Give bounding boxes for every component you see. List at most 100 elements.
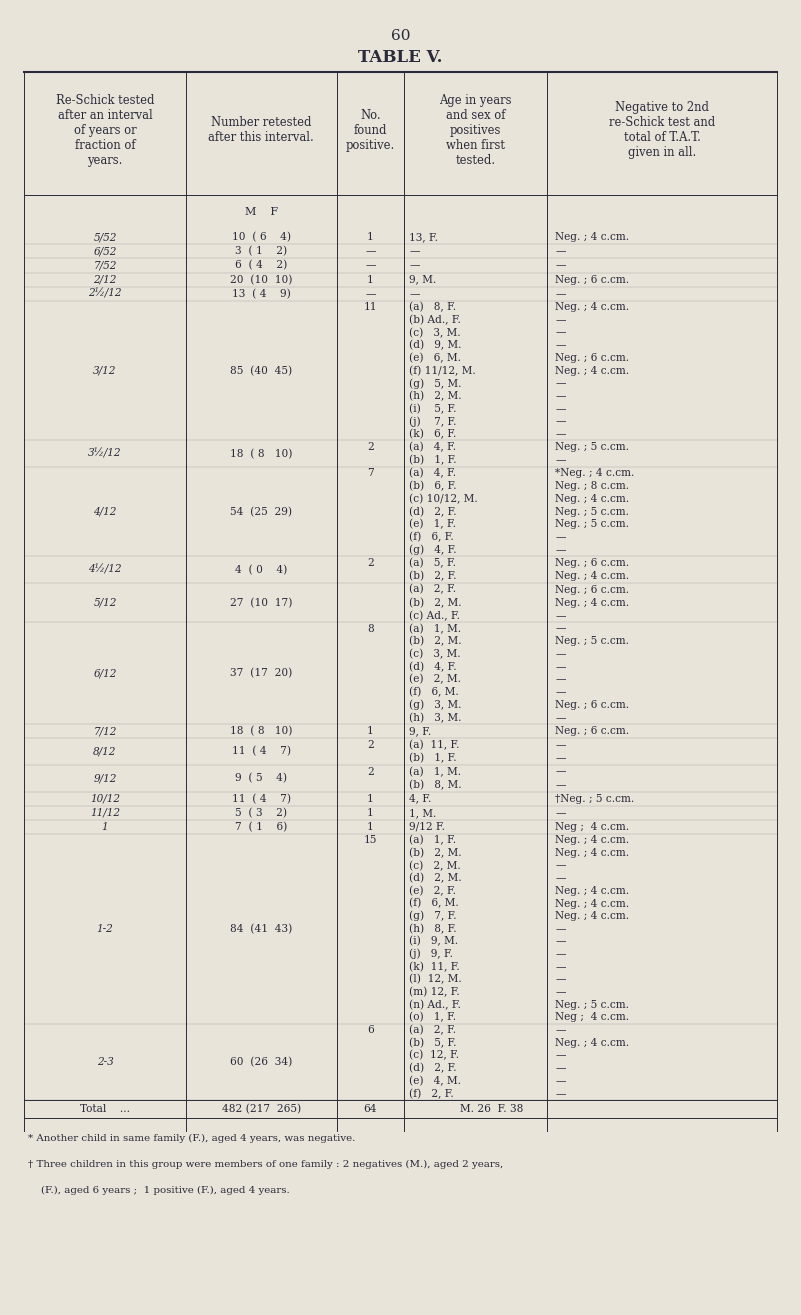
Text: —: — xyxy=(555,661,566,672)
Text: 7/12: 7/12 xyxy=(93,726,117,736)
Text: (j)   9, F.: (j) 9, F. xyxy=(409,949,453,960)
Text: 3/12: 3/12 xyxy=(93,366,117,376)
Text: 2: 2 xyxy=(367,740,374,750)
Text: —: — xyxy=(555,417,566,426)
Text: 11  ( 4    7): 11 ( 4 7) xyxy=(231,793,291,803)
Text: 84  (41  43): 84 (41 43) xyxy=(230,923,292,934)
Text: —: — xyxy=(555,379,566,388)
Text: —: — xyxy=(555,949,566,959)
Text: M    F: M F xyxy=(244,206,278,217)
Text: M. 26  F. 38: M. 26 F. 38 xyxy=(460,1105,524,1114)
Text: 3½/12: 3½/12 xyxy=(88,448,122,459)
Text: Neg ;  4 c.cm.: Neg ; 4 c.cm. xyxy=(555,822,630,832)
Text: Neg. ; 5 c.cm.: Neg. ; 5 c.cm. xyxy=(555,636,630,646)
Text: 9, M.: 9, M. xyxy=(409,275,437,285)
Text: (k)   6, F.: (k) 6, F. xyxy=(409,429,457,439)
Text: (b)   6, F.: (b) 6, F. xyxy=(409,481,457,492)
Text: 2: 2 xyxy=(367,558,374,568)
Text: 7: 7 xyxy=(367,468,374,479)
Text: Neg. ; 6 c.cm.: Neg. ; 6 c.cm. xyxy=(555,585,630,594)
Text: 2: 2 xyxy=(367,442,374,452)
Text: * Another child in same family (F.), aged 4 years, was negative.: * Another child in same family (F.), age… xyxy=(28,1134,356,1143)
Text: (c) 10/12, M.: (c) 10/12, M. xyxy=(409,493,478,504)
Text: (f) 11/12, M.: (f) 11/12, M. xyxy=(409,366,476,376)
Text: —: — xyxy=(555,688,566,697)
Text: Neg. ; 5 c.cm.: Neg. ; 5 c.cm. xyxy=(555,442,630,452)
Text: 18  ( 8   10): 18 ( 8 10) xyxy=(230,448,292,459)
Text: 13  ( 4    9): 13 ( 4 9) xyxy=(231,289,291,299)
Text: —: — xyxy=(555,327,566,338)
Text: 64: 64 xyxy=(364,1105,377,1114)
Text: (g)   4, F.: (g) 4, F. xyxy=(409,544,457,555)
Text: —: — xyxy=(409,246,420,256)
Text: 1: 1 xyxy=(367,233,374,242)
Text: (a)   2, F.: (a) 2, F. xyxy=(409,584,457,594)
Text: 7/52: 7/52 xyxy=(93,260,117,271)
Text: 18  ( 8   10): 18 ( 8 10) xyxy=(230,726,292,736)
Text: 5  ( 3    2): 5 ( 3 2) xyxy=(235,807,288,818)
Text: 1: 1 xyxy=(102,822,108,832)
Text: —: — xyxy=(555,391,566,401)
Text: —: — xyxy=(555,341,566,350)
Text: Number retested
after this interval.: Number retested after this interval. xyxy=(208,116,314,145)
Text: Neg. ; 6 c.cm.: Neg. ; 6 c.cm. xyxy=(555,700,630,710)
Text: (h)   3, M.: (h) 3, M. xyxy=(409,713,461,723)
Text: 2-3: 2-3 xyxy=(97,1057,114,1066)
Text: —: — xyxy=(409,260,420,271)
Text: Neg. ; 5 c.cm.: Neg. ; 5 c.cm. xyxy=(555,506,630,517)
Text: (e)   4, M.: (e) 4, M. xyxy=(409,1076,461,1086)
Text: 1-2: 1-2 xyxy=(97,924,114,934)
Text: 13, F.: 13, F. xyxy=(409,233,438,242)
Text: (a)  11, F.: (a) 11, F. xyxy=(409,740,460,750)
Text: (i)    5, F.: (i) 5, F. xyxy=(409,404,457,414)
Text: —: — xyxy=(555,1064,566,1073)
Text: Neg ;  4 c.cm.: Neg ; 4 c.cm. xyxy=(555,1013,630,1022)
Text: 1: 1 xyxy=(367,726,374,736)
Text: (b)   5, F.: (b) 5, F. xyxy=(409,1038,457,1048)
Text: Neg. ; 4 c.cm.: Neg. ; 4 c.cm. xyxy=(555,835,630,846)
Text: (e)   2, F.: (e) 2, F. xyxy=(409,886,456,896)
Text: Re-Schick tested
after an interval
of years or
fraction of
years.: Re-Schick tested after an interval of ye… xyxy=(56,93,155,167)
Text: 27  (10  17): 27 (10 17) xyxy=(230,597,292,608)
Text: —: — xyxy=(365,260,376,271)
Text: (g)   7, F.: (g) 7, F. xyxy=(409,911,457,922)
Text: 9/12 F.: 9/12 F. xyxy=(409,822,445,832)
Text: Neg. ; 4 c.cm.: Neg. ; 4 c.cm. xyxy=(555,366,630,376)
Text: —: — xyxy=(555,780,566,790)
Text: (g)   3, M.: (g) 3, M. xyxy=(409,700,461,710)
Text: 9, F.: 9, F. xyxy=(409,726,431,736)
Text: *Neg. ; 4 c.cm.: *Neg. ; 4 c.cm. xyxy=(555,468,634,479)
Text: (f)   6, M.: (f) 6, M. xyxy=(409,898,459,909)
Text: —: — xyxy=(555,289,566,299)
Text: —: — xyxy=(555,544,566,555)
Text: †Neg. ; 5 c.cm.: †Neg. ; 5 c.cm. xyxy=(555,794,634,803)
Text: (h)   8, F.: (h) 8, F. xyxy=(409,923,457,934)
Text: Neg. ; 4 c.cm.: Neg. ; 4 c.cm. xyxy=(555,302,630,312)
Text: (f)   6, F.: (f) 6, F. xyxy=(409,533,454,542)
Text: 20  (10  10): 20 (10 10) xyxy=(230,275,292,285)
Text: 37  (17  20): 37 (17 20) xyxy=(230,668,292,679)
Text: (l)  12, M.: (l) 12, M. xyxy=(409,974,462,985)
Text: (b)   8, M.: (b) 8, M. xyxy=(409,780,461,790)
Text: (F.), aged 6 years ;  1 positive (F.), aged 4 years.: (F.), aged 6 years ; 1 positive (F.), ag… xyxy=(28,1186,290,1195)
Text: Neg. ; 6 c.cm.: Neg. ; 6 c.cm. xyxy=(555,726,630,736)
Text: —: — xyxy=(555,316,566,325)
Text: Neg. ; 4 c.cm.: Neg. ; 4 c.cm. xyxy=(555,848,630,857)
Text: (a)   1, M.: (a) 1, M. xyxy=(409,767,461,777)
Text: —: — xyxy=(555,988,566,997)
Text: —: — xyxy=(555,675,566,685)
Text: —: — xyxy=(555,1051,566,1060)
Text: 3  ( 1    2): 3 ( 1 2) xyxy=(235,246,288,256)
Text: 11  ( 4    7): 11 ( 4 7) xyxy=(231,747,291,756)
Text: 6  ( 4    2): 6 ( 4 2) xyxy=(235,260,288,271)
Text: —: — xyxy=(365,246,376,256)
Text: (g)   5, M.: (g) 5, M. xyxy=(409,377,461,389)
Text: (d)   2, F.: (d) 2, F. xyxy=(409,506,457,517)
Text: 5/12: 5/12 xyxy=(93,597,117,608)
Text: (d)   4, F.: (d) 4, F. xyxy=(409,661,457,672)
Text: Neg. ; 5 c.cm.: Neg. ; 5 c.cm. xyxy=(555,999,630,1010)
Text: 9/12: 9/12 xyxy=(93,773,117,784)
Text: (b)   2, M.: (b) 2, M. xyxy=(409,597,461,608)
Text: —: — xyxy=(555,623,566,634)
Text: (c)  12, F.: (c) 12, F. xyxy=(409,1051,459,1061)
